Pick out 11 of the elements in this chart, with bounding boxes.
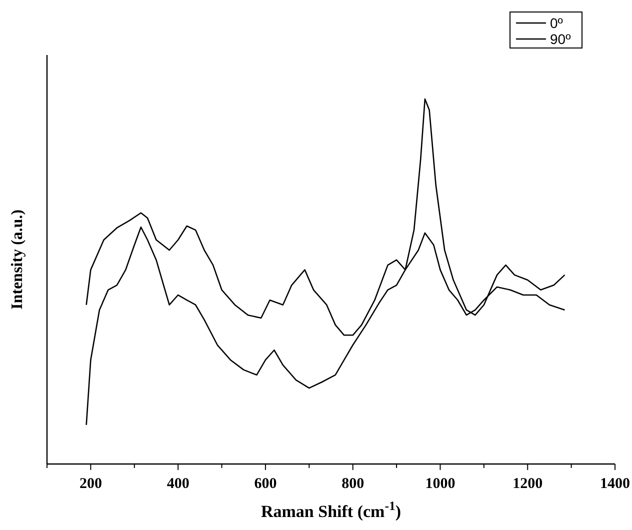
y-axis-title: Intensity (a.u.) xyxy=(9,209,26,310)
legend-label: 90º xyxy=(550,31,571,47)
x-tick-label: 200 xyxy=(79,476,102,492)
x-tick-label: 600 xyxy=(254,476,277,492)
x-tick-label: 800 xyxy=(342,476,364,492)
x-axis-title: Raman Shift (cm$^{-1}$) xyxy=(260,499,402,521)
x-tick-label: 1200 xyxy=(512,476,543,492)
x-tick-label: 1400 xyxy=(600,476,630,492)
x-tick-label: 400 xyxy=(166,476,190,492)
x-tick-label: 1000 xyxy=(425,476,456,492)
legend-label: 0º xyxy=(550,15,563,31)
